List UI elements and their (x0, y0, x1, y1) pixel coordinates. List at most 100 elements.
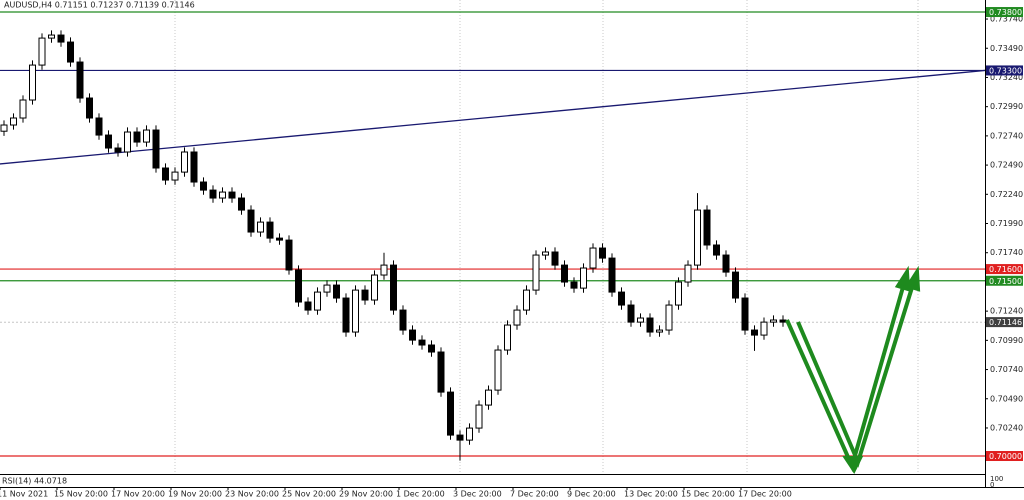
candle-body (475, 404, 483, 429)
vertical-grid (174, 0, 919, 474)
candle-body (665, 304, 673, 331)
candle-body (399, 309, 407, 331)
candle-body (105, 134, 112, 149)
indicator-tick-label: 0 (990, 481, 994, 489)
level-price-box (986, 275, 1023, 286)
candle-body (447, 391, 454, 436)
x-tick-label: 13 Dec 20:00 (624, 490, 678, 499)
arrow-head (904, 265, 921, 292)
y-tick-label: 0.72740 (990, 131, 1023, 140)
candle-body (342, 297, 350, 333)
candle-body (352, 289, 359, 333)
candle-body (152, 129, 160, 169)
candle-body (504, 324, 511, 351)
candle-body (314, 291, 321, 311)
candle-body (551, 251, 559, 266)
candle-body (38, 37, 46, 66)
candle-body (285, 239, 293, 271)
x-tick-label: 23 Nov 20:00 (225, 490, 279, 499)
candle-body (722, 254, 730, 273)
y-tick-label: 0.70740 (990, 365, 1023, 374)
level-price-label: 0.73800 (989, 8, 1022, 17)
x-tick-label: 17 Nov 20:00 (111, 490, 165, 499)
x-tick-label: 1 Dec 20:00 (396, 490, 445, 499)
candle-body (589, 247, 597, 269)
candle-body (48, 34, 55, 39)
candle-body (656, 329, 663, 333)
chart-title: AUDUSD,H4 0.71151 0.71237 0.71139 0.7114… (4, 1, 195, 10)
candle-body (485, 389, 492, 406)
candle-body (760, 321, 768, 336)
candle-body (437, 351, 445, 393)
level-price-label: 0.71500 (989, 277, 1022, 286)
y-tick-label: 0.70990 (990, 336, 1023, 345)
candle-body (627, 304, 635, 323)
candle-body (456, 434, 464, 441)
trend-line (0, 69, 986, 165)
candle-body (542, 251, 549, 256)
candle-body (390, 264, 397, 311)
y-tick-label: 0.70240 (990, 423, 1023, 432)
candle-body (409, 329, 416, 341)
candle-body (675, 281, 682, 306)
candle-body (751, 329, 758, 336)
candle-body (428, 344, 435, 353)
level-price-box (986, 7, 1023, 18)
candle-body (570, 281, 578, 289)
level-price-label: 0.73300 (989, 66, 1022, 75)
y-tick-label: 0.72990 (990, 102, 1023, 111)
candle-body (19, 99, 27, 119)
candle-body (57, 34, 65, 43)
candle-body (295, 269, 302, 303)
y-tick-label: 0.71240 (990, 307, 1023, 316)
candle-body (257, 221, 264, 233)
candle-body (646, 317, 654, 333)
candle-body (133, 131, 141, 143)
y-tick-label: 0.72240 (990, 190, 1023, 199)
indicator-tick-label: 100 (990, 475, 1003, 483)
projection-arrows (785, 265, 921, 474)
candle-body (95, 117, 103, 136)
candle-body (684, 264, 692, 283)
candle-body (418, 339, 426, 346)
candle-body (228, 191, 236, 199)
candle-body (209, 189, 217, 199)
candle-body (741, 297, 749, 331)
candle-body (694, 209, 701, 266)
candle-body (276, 237, 283, 241)
candle-body (532, 254, 540, 291)
candle-body (580, 267, 587, 289)
candle-body (637, 317, 644, 323)
candle-body (0, 124, 8, 132)
candle-body (371, 274, 378, 301)
arrow-head (842, 456, 864, 474)
candle-body (124, 131, 131, 153)
level-price-box (986, 65, 1023, 76)
candle-body (466, 427, 473, 441)
y-tick-label: 0.71740 (990, 248, 1023, 257)
candle-body (162, 167, 169, 181)
x-tick-label: 9 Dec 20:00 (567, 490, 616, 499)
arrow-head (894, 265, 911, 292)
candle-body (494, 349, 502, 391)
y-tick-label: 0.70490 (990, 394, 1023, 403)
candle-body (513, 309, 521, 326)
candle-body (10, 117, 17, 126)
candle-body (561, 264, 568, 283)
candle-body (238, 197, 245, 211)
y-tick-label: 0.73490 (990, 44, 1023, 53)
plot-layer: 0.73740 0.73490 0.73240 0.72990 0.72740 0.724… (0, 7, 1023, 499)
candle-body (732, 271, 739, 299)
candle-body (618, 291, 625, 306)
candle-body (304, 301, 312, 311)
level-price-label: 0.71600 (989, 265, 1022, 274)
level-price-box (986, 317, 1023, 328)
x-tick-label: 17 Dec 20:00 (738, 490, 792, 499)
candle-body (523, 289, 530, 311)
candle-body (190, 151, 198, 183)
candle-body (599, 247, 606, 259)
level-price-label: 0.71146 (989, 318, 1022, 327)
x-tick-label: 15 Nov 20:00 (54, 490, 108, 499)
y-tick-label: 0.71990 (990, 219, 1023, 228)
candle-body (266, 221, 274, 239)
